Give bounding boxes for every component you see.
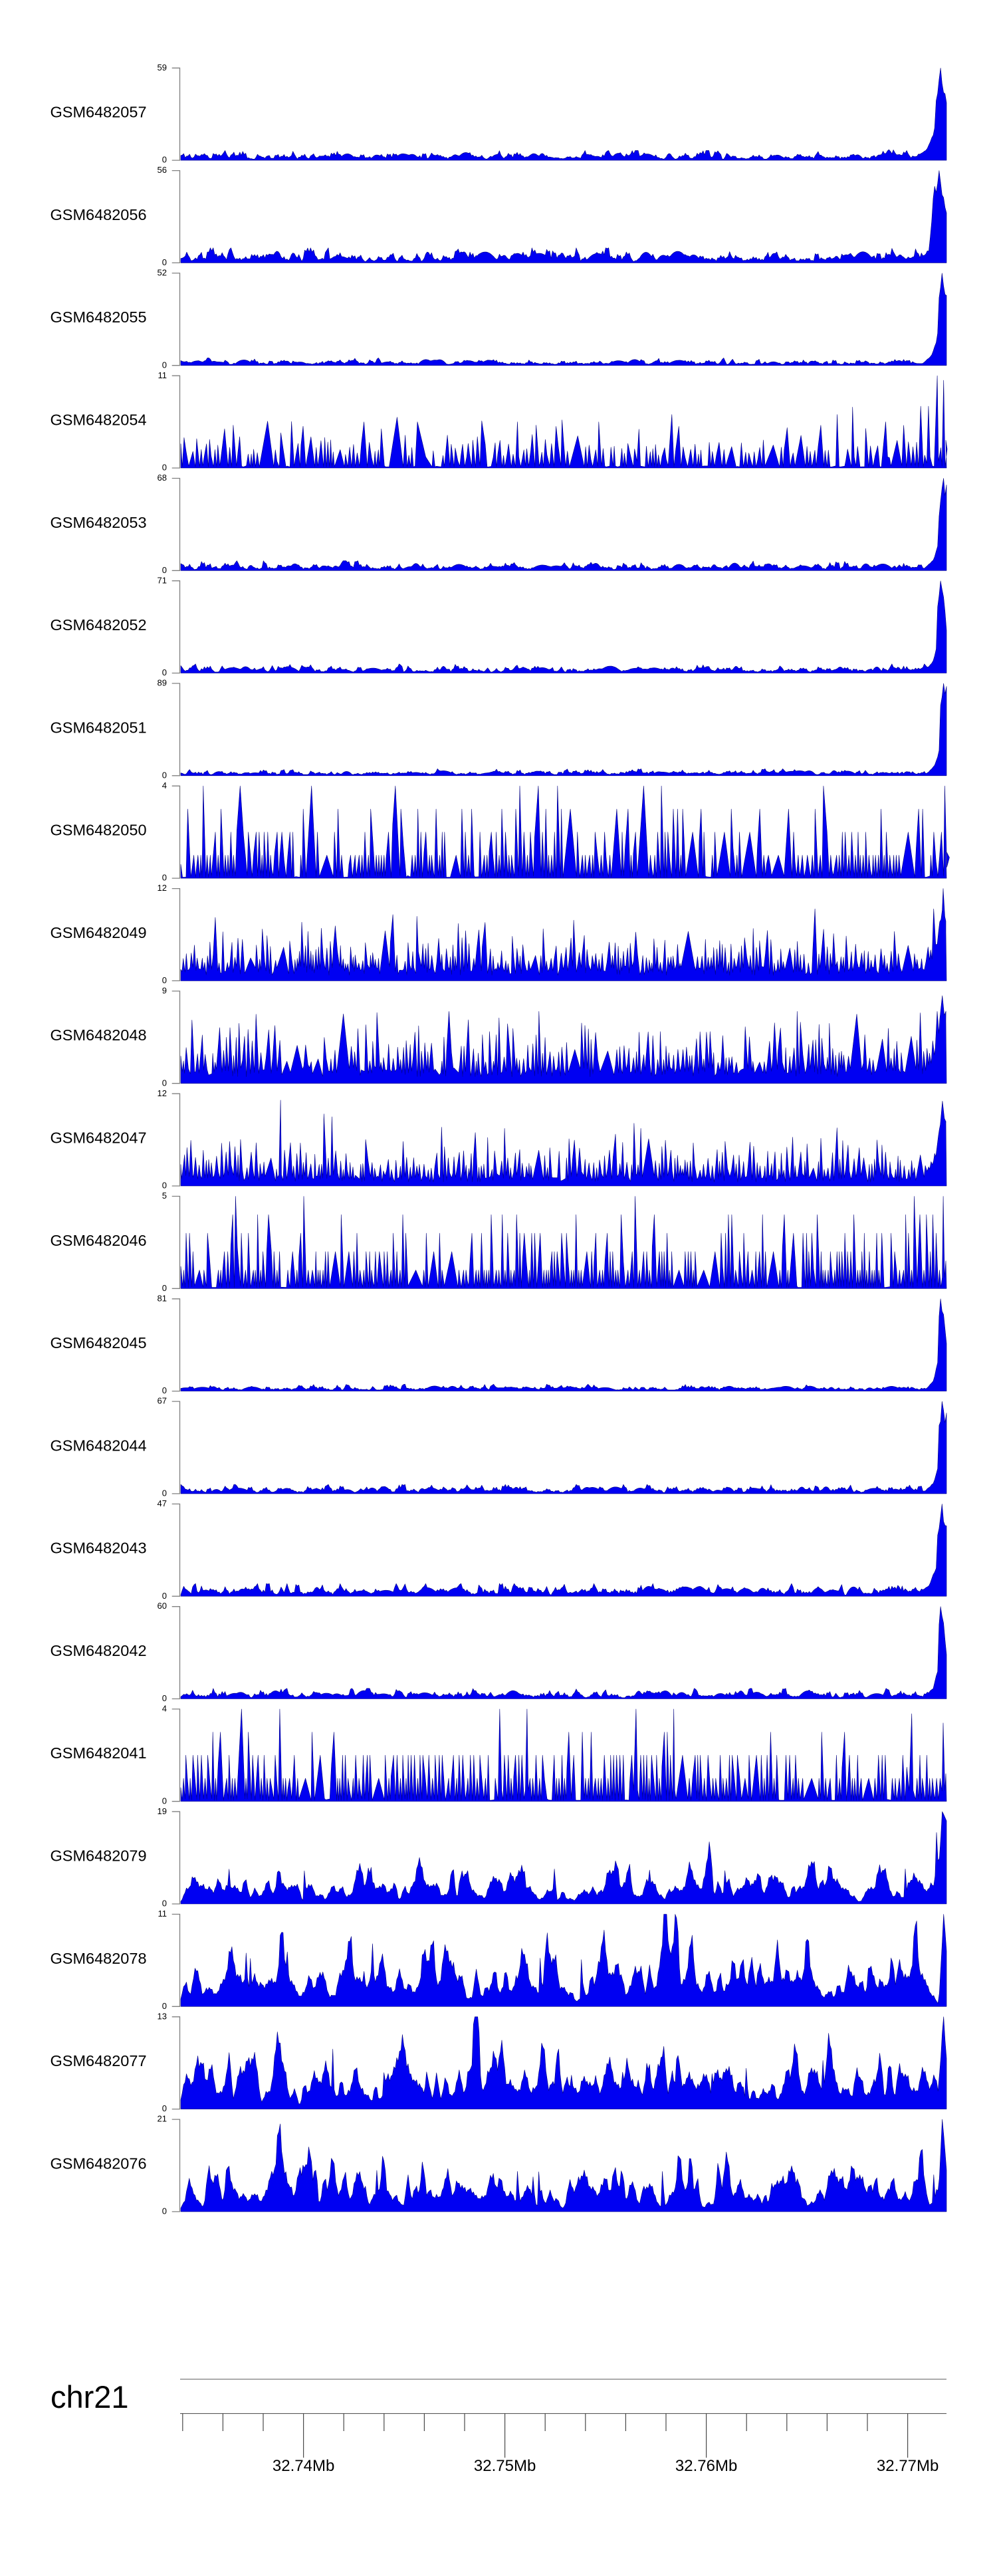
svg-text:0: 0 — [162, 257, 167, 267]
svg-text:9: 9 — [162, 986, 167, 996]
svg-text:89: 89 — [158, 678, 167, 688]
svg-text:0: 0 — [162, 2103, 167, 2113]
svg-text:11: 11 — [158, 370, 167, 380]
svg-text:GSM6482057: GSM6482057 — [51, 104, 147, 121]
svg-text:19: 19 — [158, 1806, 167, 1816]
svg-text:0: 0 — [162, 770, 167, 780]
svg-text:11: 11 — [158, 1909, 167, 1919]
svg-text:GSM6482078: GSM6482078 — [51, 1950, 147, 1967]
svg-text:GSM6482047: GSM6482047 — [51, 1129, 147, 1147]
svg-text:GSM6482043: GSM6482043 — [51, 1540, 147, 1557]
svg-text:32.74Mb: 32.74Mb — [273, 2457, 334, 2475]
svg-text:5: 5 — [162, 1191, 167, 1201]
svg-text:GSM6482050: GSM6482050 — [51, 822, 147, 839]
svg-text:32.77Mb: 32.77Mb — [877, 2457, 939, 2475]
svg-text:52: 52 — [158, 268, 167, 278]
svg-text:4: 4 — [162, 780, 167, 790]
svg-text:47: 47 — [158, 1498, 167, 1508]
svg-text:GSM6482042: GSM6482042 — [51, 1642, 147, 1659]
svg-text:0: 0 — [162, 873, 167, 883]
svg-text:60: 60 — [158, 1601, 167, 1611]
svg-text:0: 0 — [162, 1899, 167, 1909]
svg-text:32.75Mb: 32.75Mb — [474, 2457, 536, 2475]
svg-text:0: 0 — [162, 1283, 167, 1293]
svg-text:0: 0 — [162, 2206, 167, 2216]
svg-text:GSM6482054: GSM6482054 — [51, 411, 147, 429]
svg-text:GSM6482055: GSM6482055 — [51, 308, 147, 326]
svg-text:59: 59 — [158, 62, 167, 72]
svg-text:0: 0 — [162, 2001, 167, 2011]
svg-text:56: 56 — [158, 165, 167, 175]
svg-text:GSM6482051: GSM6482051 — [51, 719, 147, 736]
svg-text:71: 71 — [158, 575, 167, 585]
svg-text:12: 12 — [158, 883, 167, 893]
svg-text:0: 0 — [162, 975, 167, 985]
svg-text:4: 4 — [162, 1704, 167, 1714]
svg-text:chr21: chr21 — [51, 2379, 129, 2414]
svg-text:0: 0 — [162, 565, 167, 575]
svg-text:0: 0 — [162, 667, 167, 677]
svg-text:0: 0 — [162, 1591, 167, 1601]
svg-text:0: 0 — [162, 1693, 167, 1703]
svg-text:GSM6482077: GSM6482077 — [51, 2052, 147, 2069]
svg-text:67: 67 — [158, 1396, 167, 1406]
svg-text:GSM6482076: GSM6482076 — [51, 2155, 147, 2172]
svg-text:81: 81 — [158, 1293, 167, 1303]
svg-text:0: 0 — [162, 1078, 167, 1088]
svg-text:0: 0 — [162, 1181, 167, 1191]
svg-text:0: 0 — [162, 1385, 167, 1395]
svg-text:68: 68 — [158, 473, 167, 483]
svg-text:0: 0 — [162, 1488, 167, 1498]
svg-text:32.76Mb: 32.76Mb — [675, 2457, 737, 2475]
svg-text:0: 0 — [162, 1796, 167, 1806]
svg-text:12: 12 — [158, 1088, 167, 1098]
svg-text:0: 0 — [162, 463, 167, 473]
svg-text:21: 21 — [158, 2114, 167, 2124]
svg-text:GSM6482046: GSM6482046 — [51, 1232, 147, 1249]
svg-text:GSM6482048: GSM6482048 — [51, 1026, 147, 1044]
svg-text:GSM6482056: GSM6482056 — [51, 206, 147, 223]
svg-text:0: 0 — [162, 360, 167, 370]
svg-text:GSM6482044: GSM6482044 — [51, 1437, 147, 1454]
svg-text:GSM6482041: GSM6482041 — [51, 1744, 147, 1762]
svg-text:0: 0 — [162, 155, 167, 165]
svg-text:GSM6482053: GSM6482053 — [51, 514, 147, 531]
svg-text:13: 13 — [158, 2011, 167, 2021]
svg-text:GSM6482049: GSM6482049 — [51, 924, 147, 941]
svg-text:GSM6482052: GSM6482052 — [51, 616, 147, 634]
svg-text:GSM6482045: GSM6482045 — [51, 1334, 147, 1351]
svg-text:GSM6482079: GSM6482079 — [51, 1847, 147, 1865]
